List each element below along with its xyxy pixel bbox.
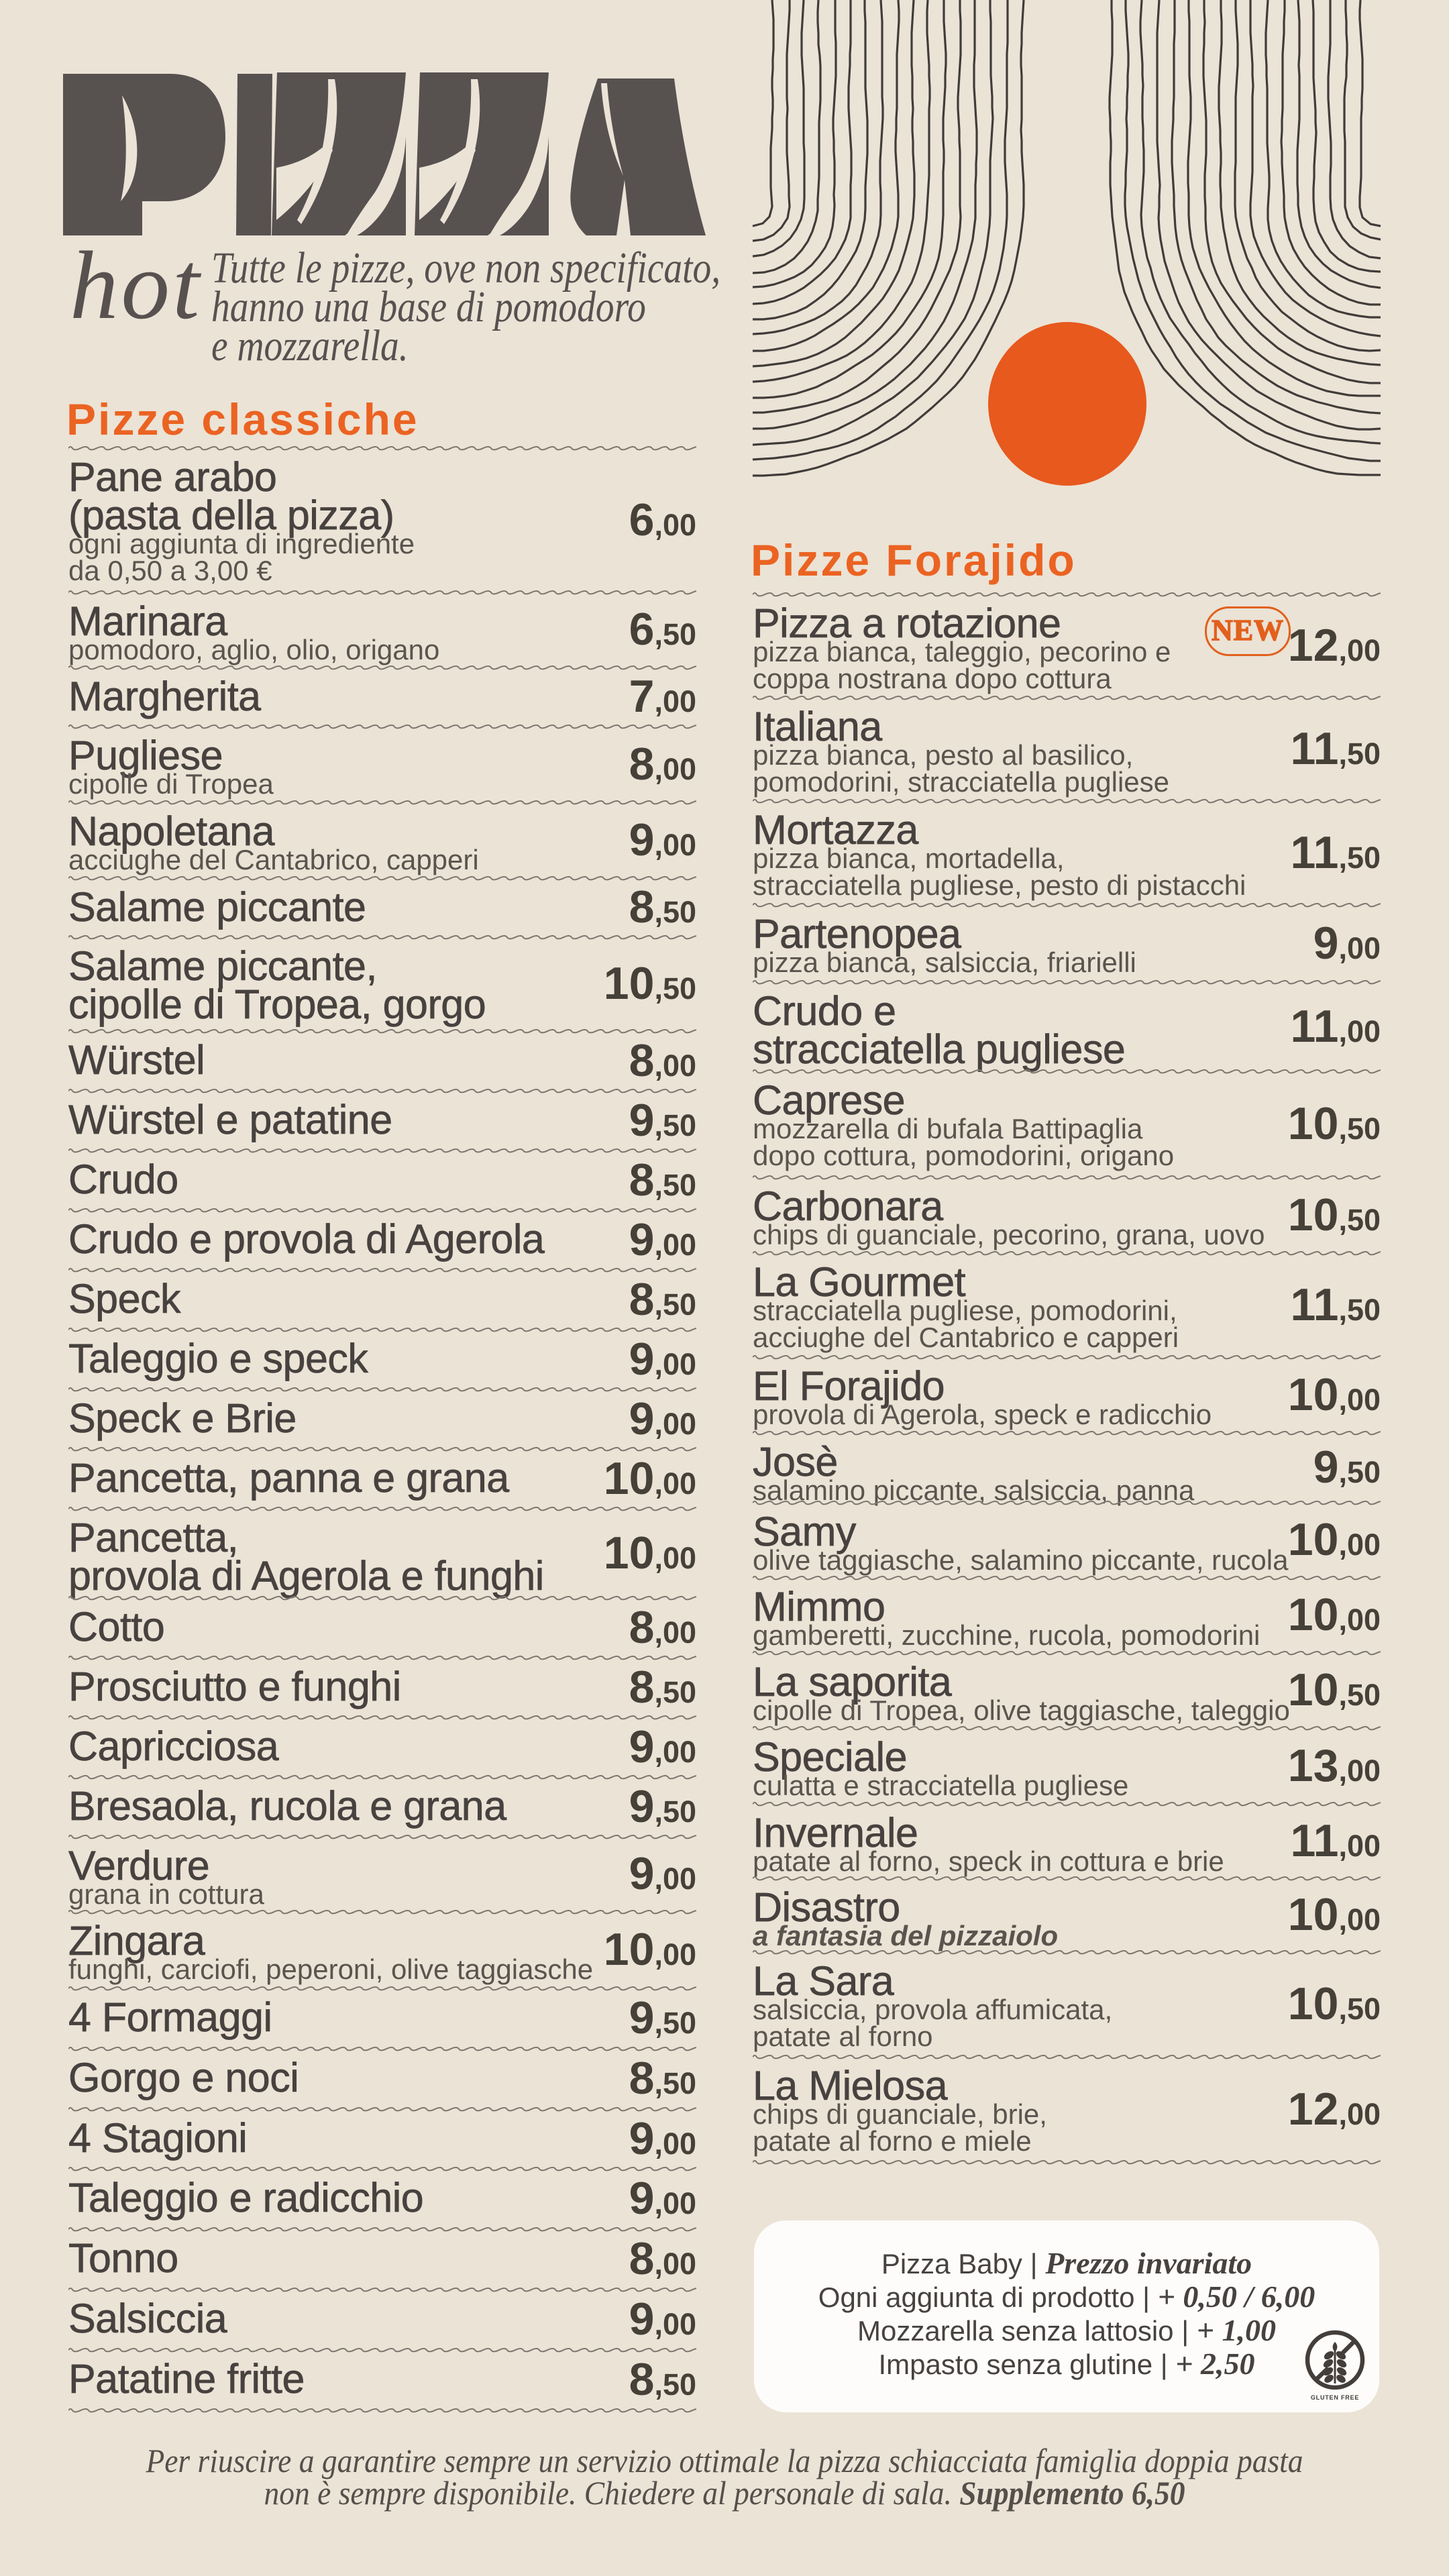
svg-text:GLUTEN FREE: GLUTEN FREE bbox=[1311, 2394, 1359, 2401]
